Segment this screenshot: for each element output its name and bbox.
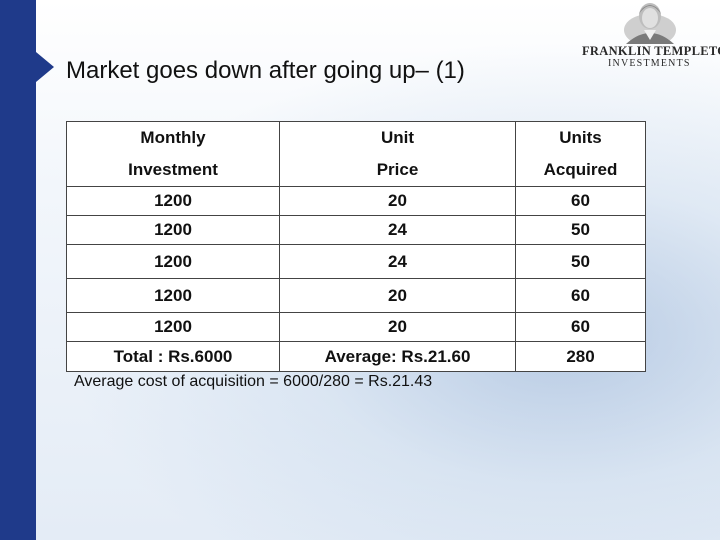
table-row: 1200 24 50 <box>66 244 646 279</box>
table-row: 1200 20 60 <box>66 312 646 342</box>
title-arrow-icon <box>36 52 54 82</box>
logo-text-investments: INVESTMENTS <box>608 58 691 69</box>
header-cell-unit-price: Unit Price <box>279 121 516 187</box>
left-accent-bar <box>0 0 36 540</box>
table-cell: 60 <box>515 312 646 342</box>
average-cost-note: Average cost of acquisition = 6000/280 =… <box>74 373 433 390</box>
average-price-cell: Average: Rs.21.60 <box>279 341 516 372</box>
table-header-row: Monthly Investment Unit Price Units Acqu… <box>66 121 646 187</box>
table-cell: 1200 <box>66 186 280 216</box>
table-cell: 1200 <box>66 244 280 279</box>
benjamin-franklin-portrait-icon <box>624 3 676 44</box>
table-cell: 24 <box>279 215 516 245</box>
slide-title: Market goes down after going up– (1) <box>66 57 465 84</box>
table-cell: 24 <box>279 244 516 279</box>
company-logo: FRANKLIN TEMPLETON INVESTMENTS <box>578 0 720 76</box>
table-cell: 20 <box>279 186 516 216</box>
table-cell: 20 <box>279 312 516 342</box>
table-cell: 20 <box>279 278 516 313</box>
table-cell: 60 <box>515 278 646 313</box>
table-cell: 1200 <box>66 215 280 245</box>
table-row: 1200 20 60 <box>66 278 646 313</box>
investment-table: Monthly Investment Unit Price Units Acqu… <box>66 121 646 372</box>
table-cell: 50 <box>515 215 646 245</box>
total-units-cell: 280 <box>515 341 646 372</box>
logo-text-franklin-templeton: FRANKLIN TEMPLETON <box>582 44 720 58</box>
header-cell-units-acquired: Units Acquired <box>515 121 646 187</box>
table-cell: 50 <box>515 244 646 279</box>
table-cell: 1200 <box>66 312 280 342</box>
header-cell-monthly-investment: Monthly Investment <box>66 121 280 187</box>
table-total-row: Total : Rs.6000 Average: Rs.21.60 280 <box>66 341 646 372</box>
table-row: 1200 20 60 <box>66 186 646 216</box>
table-row: 1200 24 50 <box>66 215 646 245</box>
table-cell: 1200 <box>66 278 280 313</box>
total-investment-cell: Total : Rs.6000 <box>66 341 280 372</box>
table-cell: 60 <box>515 186 646 216</box>
